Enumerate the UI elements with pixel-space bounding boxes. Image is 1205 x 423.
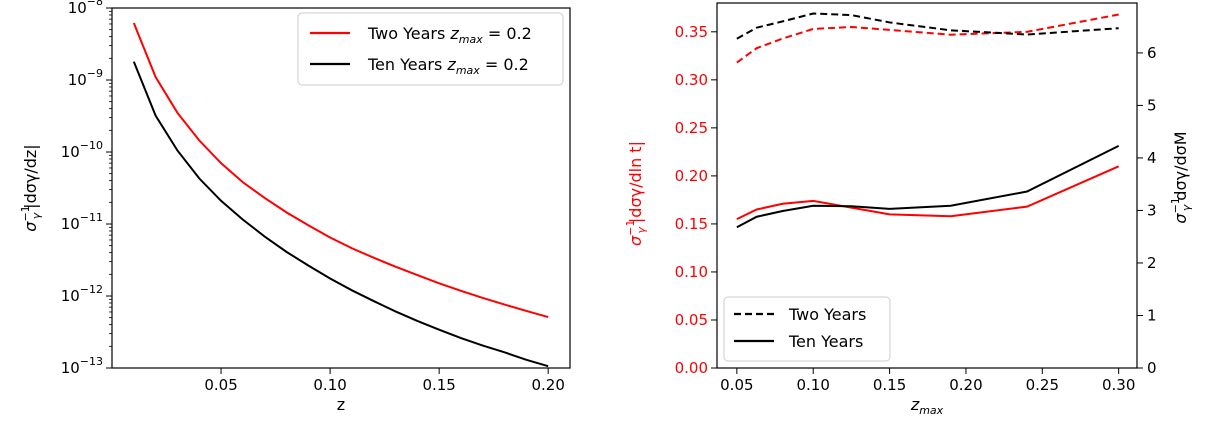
left-y-tick-label: 10−8	[68, 0, 103, 17]
left-y-axis-label: σ−1γ|dσγ/dz|	[19, 144, 43, 231]
right-left-y-tick-label: 0.00	[675, 359, 708, 377]
right-legend: Two Years Ten Years	[723, 296, 891, 362]
right-right-y-tick-label: 2	[1147, 254, 1157, 272]
left-x-tick-label: 0.15	[422, 376, 455, 394]
right-series-line	[736, 13, 1119, 64]
left-y-tick-label: 10−9	[68, 67, 103, 89]
left-x-tick-label: 0.10	[313, 376, 346, 394]
left-legend-box	[297, 12, 564, 86]
right-series-line	[736, 12, 1119, 40]
right-left-y-tick-label: 0.15	[675, 215, 708, 233]
right-series-line	[736, 144, 1120, 229]
left-x-tick-label: 0.05	[204, 376, 237, 394]
right-x-tick-label: 0.25	[1026, 376, 1059, 394]
right-x-tick-label: 0.05	[720, 376, 753, 394]
right-legend-label: Two Years	[788, 305, 866, 324]
right-left-y-tick-label: 0.30	[675, 71, 708, 89]
left-plot-frame	[111, 7, 571, 369]
right-legend-label: Ten Years	[788, 332, 863, 351]
left-series-line	[132, 61, 549, 368]
right-right-y-tick-label: 3	[1147, 201, 1157, 219]
left-legend: Two Years zmax = 0.2 Ten Years zmax = 0.2	[297, 12, 564, 86]
right-right-y-tick-label: 4	[1147, 149, 1157, 167]
right-left-y-tick-label: 0.05	[675, 311, 708, 329]
left-y-tick-label: 10−10	[61, 139, 103, 161]
left-x-axis-label: z	[337, 395, 345, 414]
right-right-y-tick-label: 6	[1147, 44, 1157, 62]
left-y-tick-label: 10−12	[61, 283, 103, 305]
right-legend-box	[723, 296, 891, 362]
left-series-line	[132, 22, 549, 319]
right-right-y-axis-label: σ−1γdσγ/dσM	[1169, 131, 1193, 223]
right-right-y-tick-label: 5	[1147, 96, 1157, 114]
right-x-axis-label: zmax	[910, 395, 944, 417]
left-legend-label: Ten Years zmax = 0.2	[367, 55, 529, 77]
right-x-tick-label: 0.30	[1102, 376, 1135, 394]
left-y-tick-label: 10−13	[61, 355, 103, 377]
right-left-y-tick-label: 0.20	[675, 167, 708, 185]
right-x-tick-label: 0.20	[949, 376, 982, 394]
right-series-line	[736, 165, 1120, 221]
right-left-y-tick-label: 0.10	[675, 263, 708, 281]
right-right-y-tick-label: 0	[1147, 359, 1157, 377]
left-x-tick-label: 0.20	[531, 376, 564, 394]
right-right-y-tick-label: 1	[1147, 306, 1157, 324]
right-left-y-tick-label: 0.35	[675, 23, 708, 41]
right-plot-frame	[716, 2, 1138, 369]
left-legend-label: Two Years zmax = 0.2	[367, 24, 532, 46]
right-x-tick-label: 0.15	[873, 376, 906, 394]
right-left-y-tick-label: 0.25	[675, 119, 708, 137]
right-x-tick-label: 0.10	[797, 376, 830, 394]
right-left-y-axis-label: σ−1γ|dσγ/dln t|	[624, 141, 648, 246]
left-y-tick-label: 10−11	[61, 211, 103, 233]
